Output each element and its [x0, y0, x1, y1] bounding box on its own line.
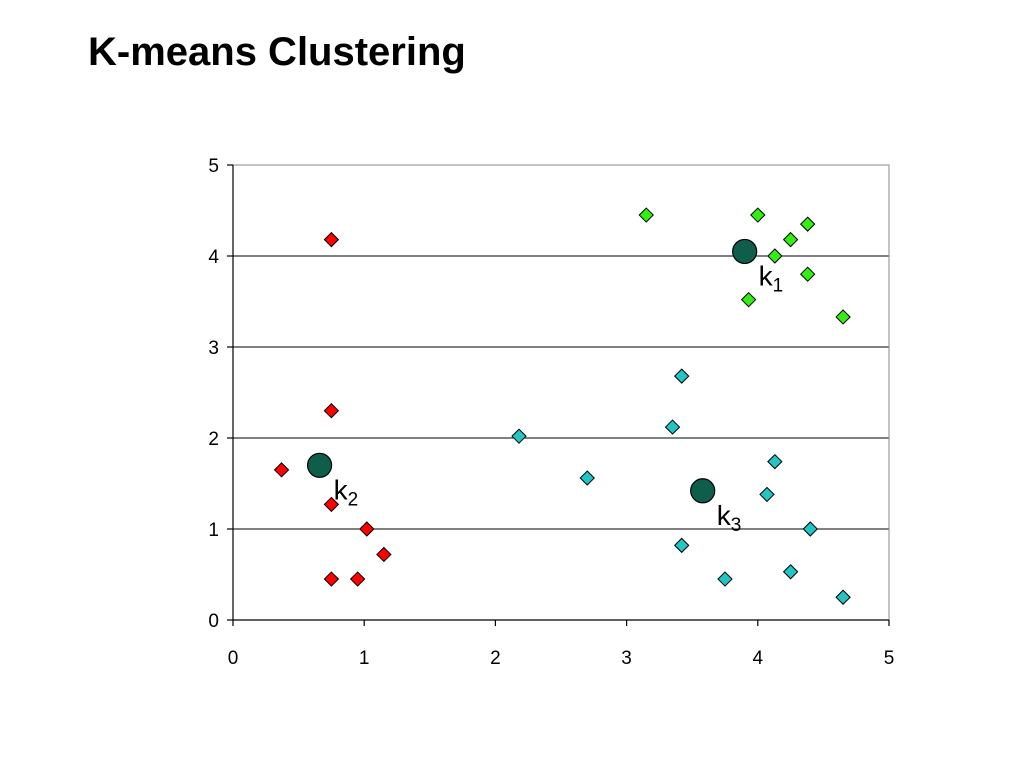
y-tick-label: 3 [208, 338, 219, 359]
data-point-cluster-2 [323, 402, 340, 419]
data-point-cluster-3 [511, 428, 527, 444]
centroid-label-letter: k [334, 474, 349, 505]
data-point-cluster-2 [323, 231, 340, 248]
data-point-cluster-3 [759, 486, 775, 503]
x-tick-labels: 0 1 2 3 4 5 [228, 648, 895, 669]
data-point-cluster-3 [579, 470, 595, 486]
y-tick-label: 0 [208, 611, 219, 632]
data-point-cluster-3 [767, 453, 783, 470]
data-point-cluster-1 [767, 248, 783, 264]
data-point-cluster-3 [782, 564, 799, 580]
centroid-label-subscript: 1 [773, 275, 784, 296]
data-point-cluster-1 [750, 207, 766, 223]
data-point-cluster-2 [359, 521, 375, 537]
centroid-label-letter: k [717, 500, 732, 531]
data-point-cluster-3 [802, 521, 818, 537]
data-point-cluster-2 [349, 571, 366, 587]
centroid-label: k2 [334, 474, 359, 510]
data-point-cluster-1 [782, 231, 799, 248]
x-tick-label: 0 [228, 648, 239, 669]
centroid-label: k3 [717, 500, 742, 536]
x-tick-label: 4 [753, 648, 764, 669]
data-point-cluster-3 [717, 571, 733, 587]
y-tick-label: 5 [208, 156, 219, 177]
page-title: K-means Clustering [88, 30, 466, 74]
grid-lines [233, 164, 889, 530]
centroid-marker [732, 238, 758, 265]
data-point-cluster-3 [673, 368, 690, 384]
data-point-cluster-1 [835, 309, 851, 325]
data-point-cluster-3 [835, 589, 851, 605]
data-point-cluster-2 [376, 546, 392, 563]
centroid-label-subscript: 2 [348, 489, 359, 510]
centroid-label: k1 [759, 260, 784, 296]
y-tick-label: 2 [208, 429, 219, 450]
data-point-cluster-3 [664, 419, 681, 435]
data-point-cluster-1 [638, 207, 654, 223]
x-tick-label: 3 [621, 648, 632, 669]
data-point-cluster-1 [799, 216, 816, 232]
centroid-marker [690, 478, 716, 504]
data-point-cluster-1 [799, 266, 816, 282]
data-point-cluster-3 [673, 537, 690, 554]
data-points [273, 207, 851, 605]
data-point-cluster-2 [323, 496, 340, 513]
data-point-cluster-2 [323, 571, 340, 587]
x-tick-label: 2 [490, 648, 501, 669]
centroid-label-subscript: 3 [731, 515, 742, 536]
centroid-label-letter: k [759, 260, 774, 291]
axes [227, 164, 890, 626]
centroid-marker [306, 452, 333, 478]
data-point-cluster-2 [273, 462, 290, 478]
y-tick-labels: 0 1 2 3 4 5 [208, 156, 219, 632]
data-point-cluster-1 [740, 291, 757, 308]
x-tick-label: 5 [884, 648, 895, 669]
y-tick-label: 4 [208, 247, 219, 268]
x-tick-label: 1 [359, 648, 370, 669]
y-tick-label: 1 [208, 520, 219, 541]
